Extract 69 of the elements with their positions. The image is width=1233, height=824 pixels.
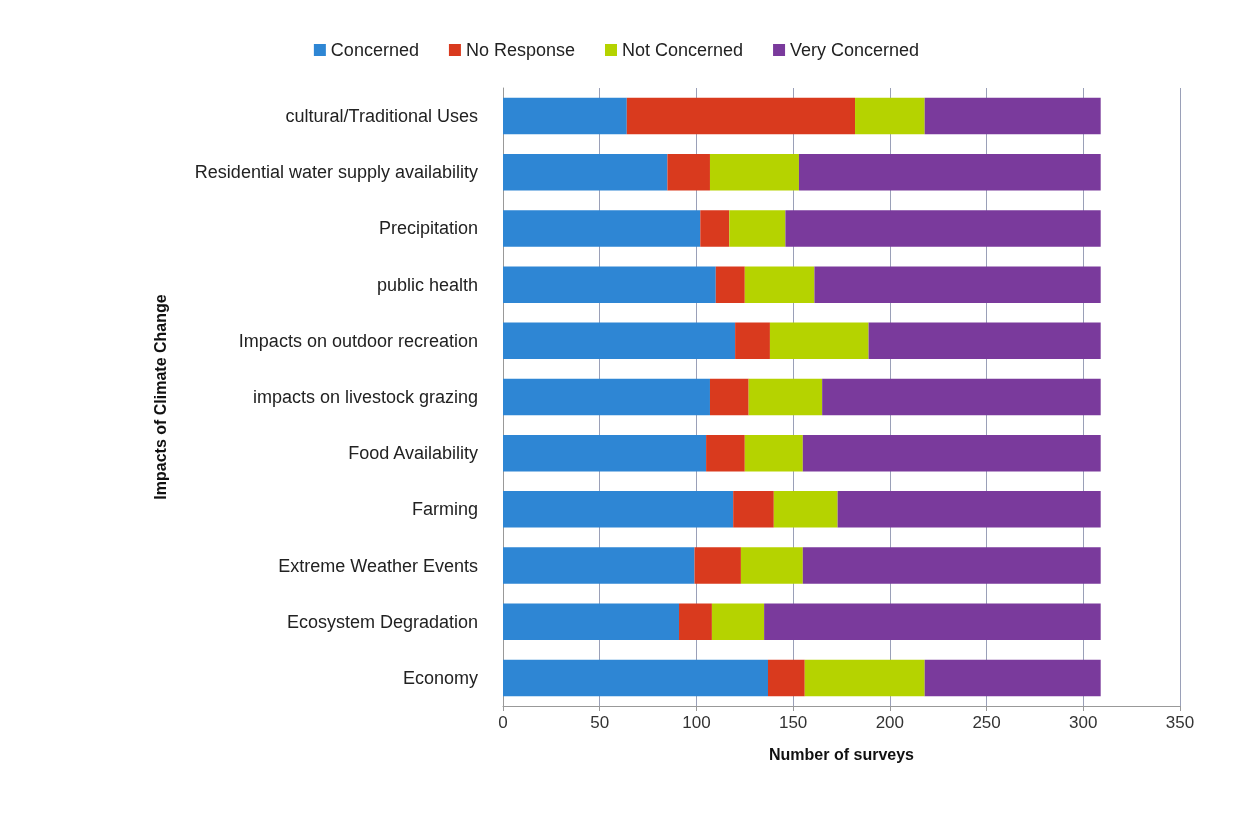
y-tick-label: Economy xyxy=(402,667,478,688)
bar xyxy=(694,547,741,584)
bar xyxy=(729,210,786,247)
y-axis-title: Impacts of Climate Change xyxy=(151,294,169,500)
bar xyxy=(679,603,712,640)
x-tick-label: 200 xyxy=(875,713,905,732)
bar xyxy=(706,434,745,472)
bar xyxy=(503,322,736,360)
bar xyxy=(855,97,925,135)
bar xyxy=(740,547,803,584)
legend-label: Not Concerned xyxy=(621,40,744,60)
y-tick-label: Precipitation xyxy=(378,218,478,239)
legend-label: No Response xyxy=(465,40,575,60)
bar xyxy=(503,378,710,416)
x-tick-label: 300 xyxy=(1069,713,1098,732)
bar xyxy=(802,434,1101,472)
y-tick-label: cultural/Traditional Uses xyxy=(285,106,478,127)
bar xyxy=(868,322,1101,360)
bar xyxy=(744,266,815,303)
bar xyxy=(503,547,695,584)
bar xyxy=(503,97,627,135)
bar xyxy=(709,154,799,191)
bar xyxy=(711,603,765,640)
y-tick-label: Extreme Weather Events xyxy=(278,555,478,576)
bar xyxy=(700,210,730,247)
bar xyxy=(768,659,805,697)
bar xyxy=(744,434,803,472)
bar xyxy=(814,266,1101,303)
bar xyxy=(667,154,710,191)
bar xyxy=(503,659,768,697)
legend-label: Very Concerned xyxy=(790,40,920,60)
y-tick-label: Residential water supply availability xyxy=(194,162,478,183)
bar xyxy=(924,97,1101,135)
bar xyxy=(709,378,749,416)
y-tick-label: Farming xyxy=(411,499,478,520)
y-tick-label: Food Availability xyxy=(348,443,478,464)
legend-label: Concerned xyxy=(330,40,419,60)
bar xyxy=(733,491,774,528)
x-tick-label: 50 xyxy=(590,713,610,732)
bar xyxy=(785,210,1101,247)
bar xyxy=(503,603,680,640)
bar xyxy=(503,434,707,472)
bar xyxy=(804,659,925,697)
bar xyxy=(822,378,1101,416)
y-tick-label: impacts on livestock grazing xyxy=(252,387,478,407)
bar xyxy=(503,154,668,191)
bar xyxy=(503,266,716,303)
bar xyxy=(626,97,856,135)
bar xyxy=(924,659,1101,697)
bar xyxy=(715,266,745,303)
y-tick-label: Ecosystem Degradation xyxy=(286,611,478,632)
bar xyxy=(503,210,701,247)
bar xyxy=(802,547,1101,584)
y-tick-label: public health xyxy=(376,274,478,295)
x-tick-label: 0 xyxy=(498,713,508,732)
y-tick-label: Impacts on outdoor recreation xyxy=(238,330,478,351)
x-tick-label: 100 xyxy=(682,713,711,732)
bar xyxy=(769,322,869,360)
bar xyxy=(773,491,838,528)
bar xyxy=(764,603,1101,640)
bar xyxy=(798,154,1101,191)
bar xyxy=(503,491,734,528)
x-tick-label: 350 xyxy=(1165,713,1195,732)
x-tick-label: 250 xyxy=(972,713,1001,732)
bar xyxy=(748,378,823,416)
bar xyxy=(735,322,770,360)
x-tick-label: 150 xyxy=(778,713,808,732)
bar xyxy=(837,491,1101,528)
x-axis-title: Number of surveys xyxy=(769,745,915,763)
